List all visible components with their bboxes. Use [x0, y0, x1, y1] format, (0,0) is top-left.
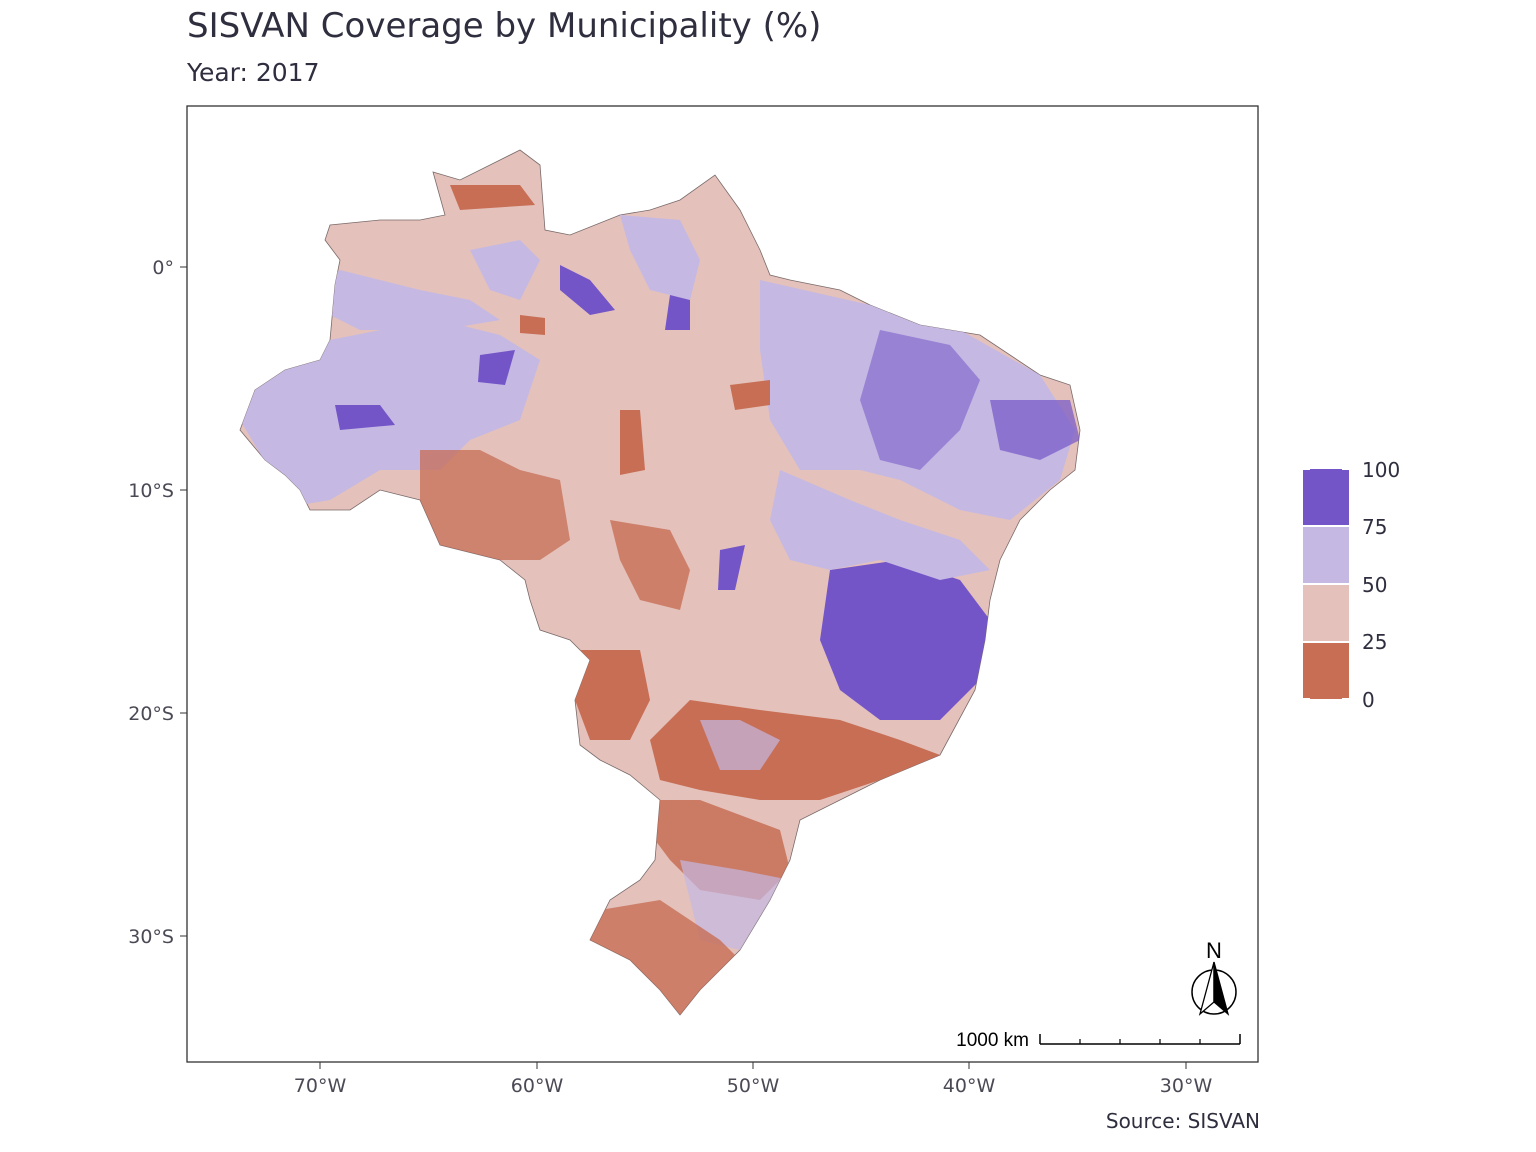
- scale-bar-label: 1000 km: [956, 1030, 1029, 1051]
- y-tick-label: 30°S: [128, 926, 174, 948]
- y-tick-label: 10°S: [128, 480, 174, 502]
- legend-label: 25: [1362, 630, 1387, 654]
- region-rondonia-low: [420, 450, 570, 560]
- region-roraima-low: [450, 185, 535, 210]
- region-goias-high: [718, 545, 745, 590]
- x-tick-label: 40°W: [943, 1075, 996, 1097]
- region-para-low: [620, 410, 645, 475]
- region-amazonas-high: [335, 405, 395, 430]
- region-paraiba-high: [990, 400, 1080, 460]
- region-roraima: [470, 240, 540, 300]
- region-amazon-central: [300, 270, 500, 330]
- region-northwest: [240, 320, 540, 505]
- x-axis: 70°W 60°W 50°W 40°W 30°W: [294, 1062, 1213, 1097]
- region-amapa-high: [560, 265, 615, 315]
- region-sp-mixed: [700, 720, 780, 770]
- y-tick-label: 0°: [152, 257, 174, 279]
- region-mt-low: [610, 520, 690, 610]
- region-para-high: [665, 295, 690, 330]
- x-tick-label: 60°W: [511, 1075, 564, 1097]
- x-tick-label: 30°W: [1160, 1075, 1213, 1097]
- legend-swatch: [1303, 585, 1349, 641]
- map-panel: [186, 105, 1259, 1063]
- legend-swatch: [1303, 643, 1349, 699]
- x-tick-label: 70°W: [294, 1075, 347, 1097]
- region-para-north: [620, 215, 700, 300]
- north-arrow-label: N: [1206, 938, 1222, 963]
- region-minas-high: [820, 560, 990, 720]
- x-tick-label: 50°W: [727, 1075, 780, 1097]
- region-maranhao-low: [730, 380, 770, 410]
- north-arrow-icon: N: [1191, 938, 1237, 1016]
- region-ms-low: [575, 650, 650, 740]
- legend-label: 100: [1362, 458, 1400, 482]
- region-bahia: [770, 470, 990, 580]
- y-tick-label: 20°S: [128, 703, 174, 725]
- legend-swatch: [1303, 527, 1349, 583]
- legend-label: 75: [1362, 515, 1387, 539]
- region-rs-low: [590, 900, 740, 1015]
- chart-subtitle: Year: 2017: [187, 58, 320, 87]
- source-caption: Source: SISVAN: [1105, 1109, 1260, 1133]
- region-amazonas-high-2: [478, 350, 515, 385]
- legend-label: 0: [1362, 688, 1375, 712]
- region-northeast-high: [860, 330, 980, 470]
- y-axis: 0° 10°S 20°S 30°S: [128, 257, 187, 948]
- scale-bar: 1000 km: [956, 1030, 1241, 1051]
- municipality-regions: [240, 185, 1080, 1015]
- brazil-map: [239, 149, 1081, 1016]
- chart-title: SISVAN Coverage by Municipality (%): [187, 6, 822, 46]
- region-amazonas-low: [520, 315, 545, 335]
- legend-label: 50: [1362, 573, 1387, 597]
- legend-swatch: [1303, 469, 1349, 525]
- legend: 100 75 50 25 0: [1303, 458, 1400, 712]
